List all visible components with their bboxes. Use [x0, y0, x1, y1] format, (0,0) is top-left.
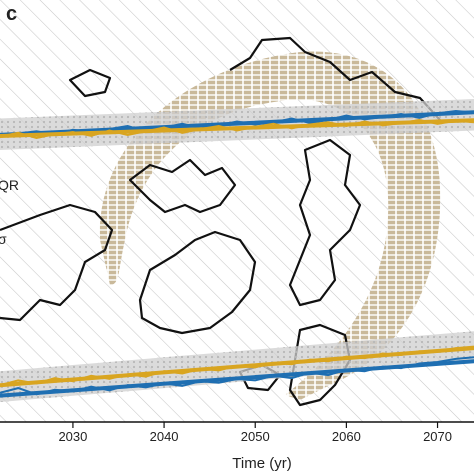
x-tick-label-2070: 2070: [423, 429, 452, 444]
panel-label: c: [6, 3, 17, 25]
alaska-coast: [68, 68, 112, 98]
eurasia-coast: [229, 36, 441, 121]
upper-gold-series-line: [0, 118, 474, 140]
lower-blue-series-line: [0, 356, 474, 396]
x-axis-ticks: 2030 2040 2050 2060 2070: [58, 422, 452, 444]
legend-fragment-sigma: σ: [0, 231, 7, 247]
x-tick-label-2060: 2060: [332, 429, 361, 444]
canadian-archipelago-coast: [128, 158, 237, 214]
time-series-layer: [0, 99, 474, 402]
x-tick-label-2050: 2050: [241, 429, 270, 444]
siberia-coast: [288, 138, 362, 307]
greenland-coast: [138, 230, 257, 335]
lower-gold-series-line: [0, 345, 474, 387]
x-tick-label-2030: 2030: [58, 429, 87, 444]
legend-fragment-iqr: QR: [0, 177, 19, 193]
x-tick-label-2040: 2040: [150, 429, 179, 444]
upper-blue-series-line: [0, 109, 474, 136]
north-america-coast: [0, 203, 114, 322]
coastlines: [0, 36, 441, 407]
polar-map: [0, 36, 441, 407]
x-axis-label: Time (yr): [232, 455, 291, 472]
